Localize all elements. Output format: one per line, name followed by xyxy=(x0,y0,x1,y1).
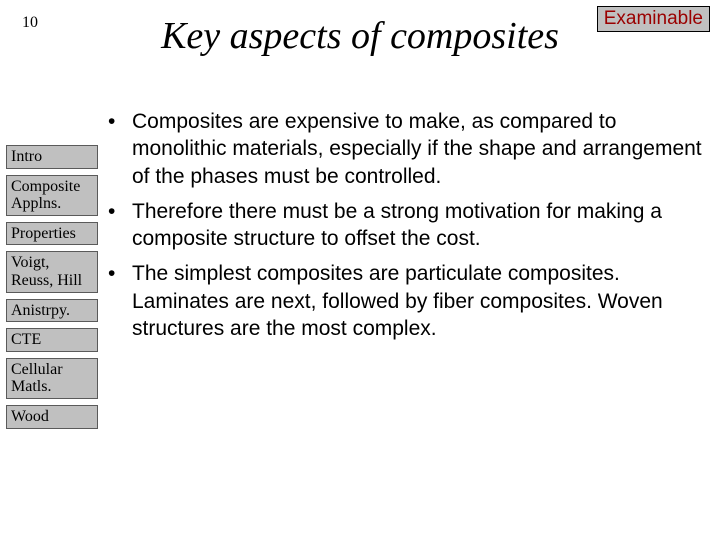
sidebar-item-label: Anistrpy. xyxy=(11,302,70,319)
sidebar-item-wood[interactable]: Wood xyxy=(6,405,98,429)
sidebar-item-voigt-reuss-hill[interactable]: Voigt, Reuss, Hill xyxy=(6,251,98,292)
bullet-list: Composites are expensive to make, as com… xyxy=(104,108,704,342)
content-area: Composites are expensive to make, as com… xyxy=(104,108,704,350)
bullet-item: The simplest composites are particulate … xyxy=(104,260,704,342)
sidebar-item-label: Properties xyxy=(11,225,76,242)
bullet-item: Composites are expensive to make, as com… xyxy=(104,108,704,190)
page-title: Key aspects of composites xyxy=(0,14,720,58)
sidebar-item-cellular-matls[interactable]: Cellular Matls. xyxy=(6,358,98,399)
sidebar-item-label: Cellular Matls. xyxy=(11,361,63,396)
sidebar-item-label: Wood xyxy=(11,408,49,425)
sidebar-nav: Intro Composite Applns. Properties Voigt… xyxy=(6,145,98,429)
sidebar-item-label: Voigt, Reuss, Hill xyxy=(11,254,82,289)
sidebar-item-properties[interactable]: Properties xyxy=(6,222,98,246)
sidebar-item-intro[interactable]: Intro xyxy=(6,145,98,169)
slide-root: 10 Examinable Key aspects of composites … xyxy=(0,0,720,540)
sidebar-item-anistrpy[interactable]: Anistrpy. xyxy=(6,299,98,323)
sidebar-item-label: CTE xyxy=(11,331,41,348)
sidebar-item-cte[interactable]: CTE xyxy=(6,328,98,352)
sidebar-item-label: Intro xyxy=(11,148,42,165)
bullet-item: Therefore there must be a strong motivat… xyxy=(104,198,704,253)
sidebar-item-composite-applns[interactable]: Composite Applns. xyxy=(6,175,98,216)
sidebar-item-label: Composite Applns. xyxy=(11,178,80,213)
